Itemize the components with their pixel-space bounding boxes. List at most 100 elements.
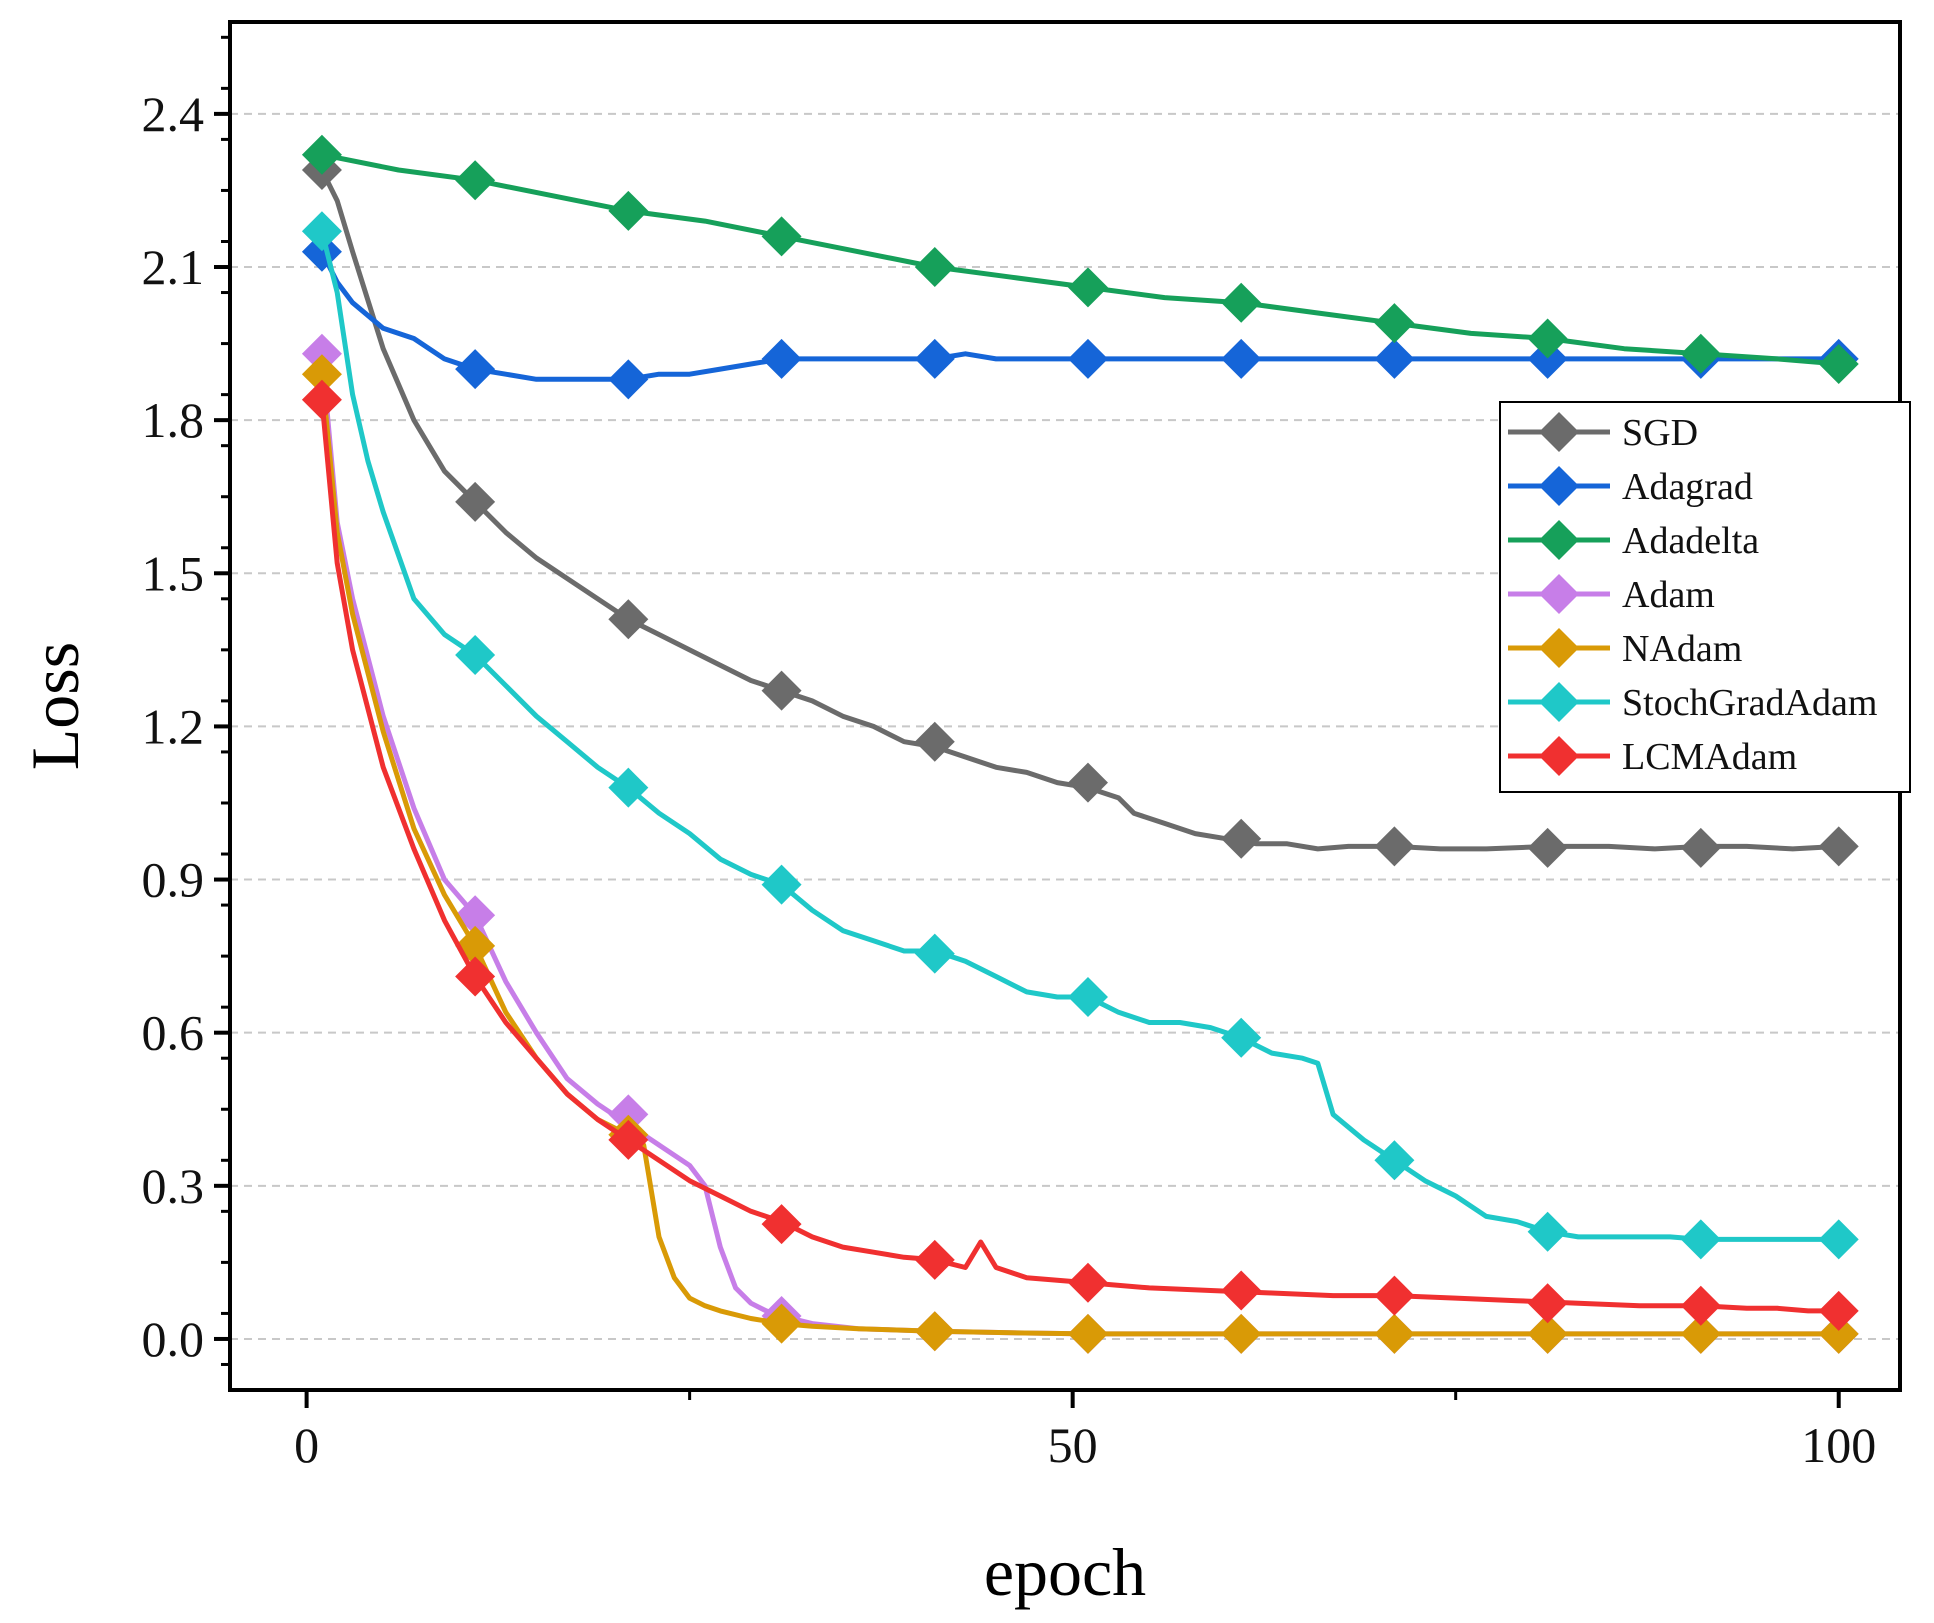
data-point-adagrad-7 [1374,338,1415,379]
data-point-adam-2 [608,1094,649,1135]
y-tick-label-2: 0.6 [142,1005,205,1061]
data-point-sgd-2 [608,599,649,640]
data-point-nadam-0 [301,354,342,395]
data-point-sgd-7 [1374,826,1415,867]
data-point-adadelta-0 [301,134,342,175]
data-point-sgd-5 [1067,762,1108,803]
data-point-adadelta-9 [1680,333,1721,374]
y-tick-label-1: 0.3 [142,1158,205,1214]
data-point-nadam-3 [761,1303,802,1344]
data-point-stochgradadam-7 [1374,1140,1415,1181]
data-point-nadam-8 [1527,1313,1568,1354]
legend: SGD Adagrad Adadelta Adam NAdam StochGradAdam… [1499,401,1911,793]
data-point-lcmadam-4 [914,1239,955,1280]
legend-marker-adam [1539,574,1579,614]
data-point-stochgradadam-5 [1067,976,1108,1017]
x-tick-label-0: 0 [294,1417,319,1473]
data-point-sgd-3 [761,670,802,711]
data-point-lcmadam-9 [1680,1285,1721,1326]
axes: 0.0 0.3 0.6 0.9 1.2 1.5 1.8 2.1 2.4 0 50 100 [142,35,1876,1473]
data-point-adagrad-8 [1527,338,1568,379]
data-point-adagrad-0 [301,231,342,272]
data-point-adagrad-5 [1067,338,1108,379]
data-point-stochgradadam-6 [1221,1017,1262,1058]
legend-label-adam: Adam [1622,574,1715,616]
data-point-adagrad-1 [455,349,496,390]
data-point-lcmadam-5 [1067,1262,1108,1303]
data-point-sgd-1 [455,481,496,522]
data-point-stochgradadam-1 [455,634,496,675]
data-point-sgd-4 [914,721,955,762]
data-point-adadelta-7 [1374,303,1415,344]
legend-marker-sgd [1539,412,1579,452]
data-point-lcmadam-6 [1221,1270,1262,1311]
series-adagrad [301,231,1859,400]
x-tick-label-1: 50 [1048,1417,1098,1473]
data-point-sgd-10 [1818,826,1859,867]
data-point-nadam-6 [1221,1313,1262,1354]
data-point-stochgradadam-2 [608,767,649,808]
data-point-adadelta-2 [608,190,649,231]
x-tick-label-2: 100 [1801,1417,1876,1473]
data-point-adagrad-4 [914,338,955,379]
data-point-adagrad-3 [761,338,802,379]
y-tick-label-5: 1.5 [142,545,205,601]
legend-label-lcmadam: LCMAdam [1622,736,1797,778]
y-tick-label-0: 0.0 [142,1311,205,1367]
data-point-nadam-7 [1374,1313,1415,1354]
data-point-adagrad-6 [1221,338,1262,379]
series-stochgradadam [301,211,1859,1260]
y-tick-label-3: 0.9 [142,852,205,908]
data-point-stochgradadam-3 [761,864,802,905]
legend-marker-adadelta [1539,520,1579,560]
data-point-stochgradadam-4 [914,933,955,974]
data-point-lcmadam-0 [301,379,342,420]
series-line-sgd [319,168,1839,852]
series-adadelta [301,134,1859,384]
legend-label-nadam: NAdam [1622,628,1742,670]
y-tick-label-6: 1.8 [142,392,205,448]
y-tick-label-8: 2.4 [142,86,205,142]
data-point-adadelta-6 [1221,282,1262,323]
legend-label-sgd: SGD [1622,412,1698,454]
data-point-lcmadam-7 [1374,1275,1415,1316]
legend-marker-nadam [1539,628,1579,668]
data-point-sgd-8 [1527,827,1568,868]
data-point-stochgradadam-8 [1527,1211,1568,1252]
data-point-sgd-6 [1221,818,1262,859]
series-layer [301,134,1859,1354]
legend-marker-lcmadam [1539,736,1579,776]
data-point-adadelta-8 [1527,318,1568,359]
x-axis-title: epoch [984,1534,1146,1610]
series-line-nadam [319,373,1839,1337]
y-axis-title: Loss [17,642,93,770]
legend-marker-adagrad [1539,466,1579,506]
series-lcmadam [301,379,1859,1331]
data-point-nadam-10 [1818,1313,1859,1354]
y-tick-label-7: 2.1 [142,239,205,295]
legend-label-adagrad: Adagrad [1622,466,1753,508]
data-point-stochgradadam-10 [1818,1219,1859,1260]
data-point-adagrad-2 [608,359,649,400]
series-line-adadelta [321,152,1839,367]
data-point-adam-0 [301,333,342,374]
series-sgd [301,150,1859,868]
legend-label-stochgradadam: StochGradAdam [1622,682,1877,724]
data-point-lcmadam-8 [1527,1283,1568,1324]
data-point-adadelta-1 [455,160,496,201]
data-point-lcmadam-2 [608,1119,649,1160]
data-point-adadelta-3 [761,216,802,257]
data-point-nadam-4 [914,1311,955,1352]
data-point-lcmadam-1 [455,956,496,997]
legend-label-adadelta: Adadelta [1622,520,1759,562]
data-point-nadam-9 [1680,1313,1721,1354]
y-tick-label-4: 1.2 [142,698,205,754]
data-point-sgd-9 [1680,827,1721,868]
data-point-stochgradadam-0 [301,211,342,252]
data-point-stochgradadam-9 [1680,1219,1721,1260]
data-point-nadam-5 [1067,1313,1108,1354]
data-point-adadelta-4 [914,247,955,288]
data-point-lcmadam-3 [761,1204,802,1245]
data-point-lcmadam-10 [1818,1290,1859,1331]
